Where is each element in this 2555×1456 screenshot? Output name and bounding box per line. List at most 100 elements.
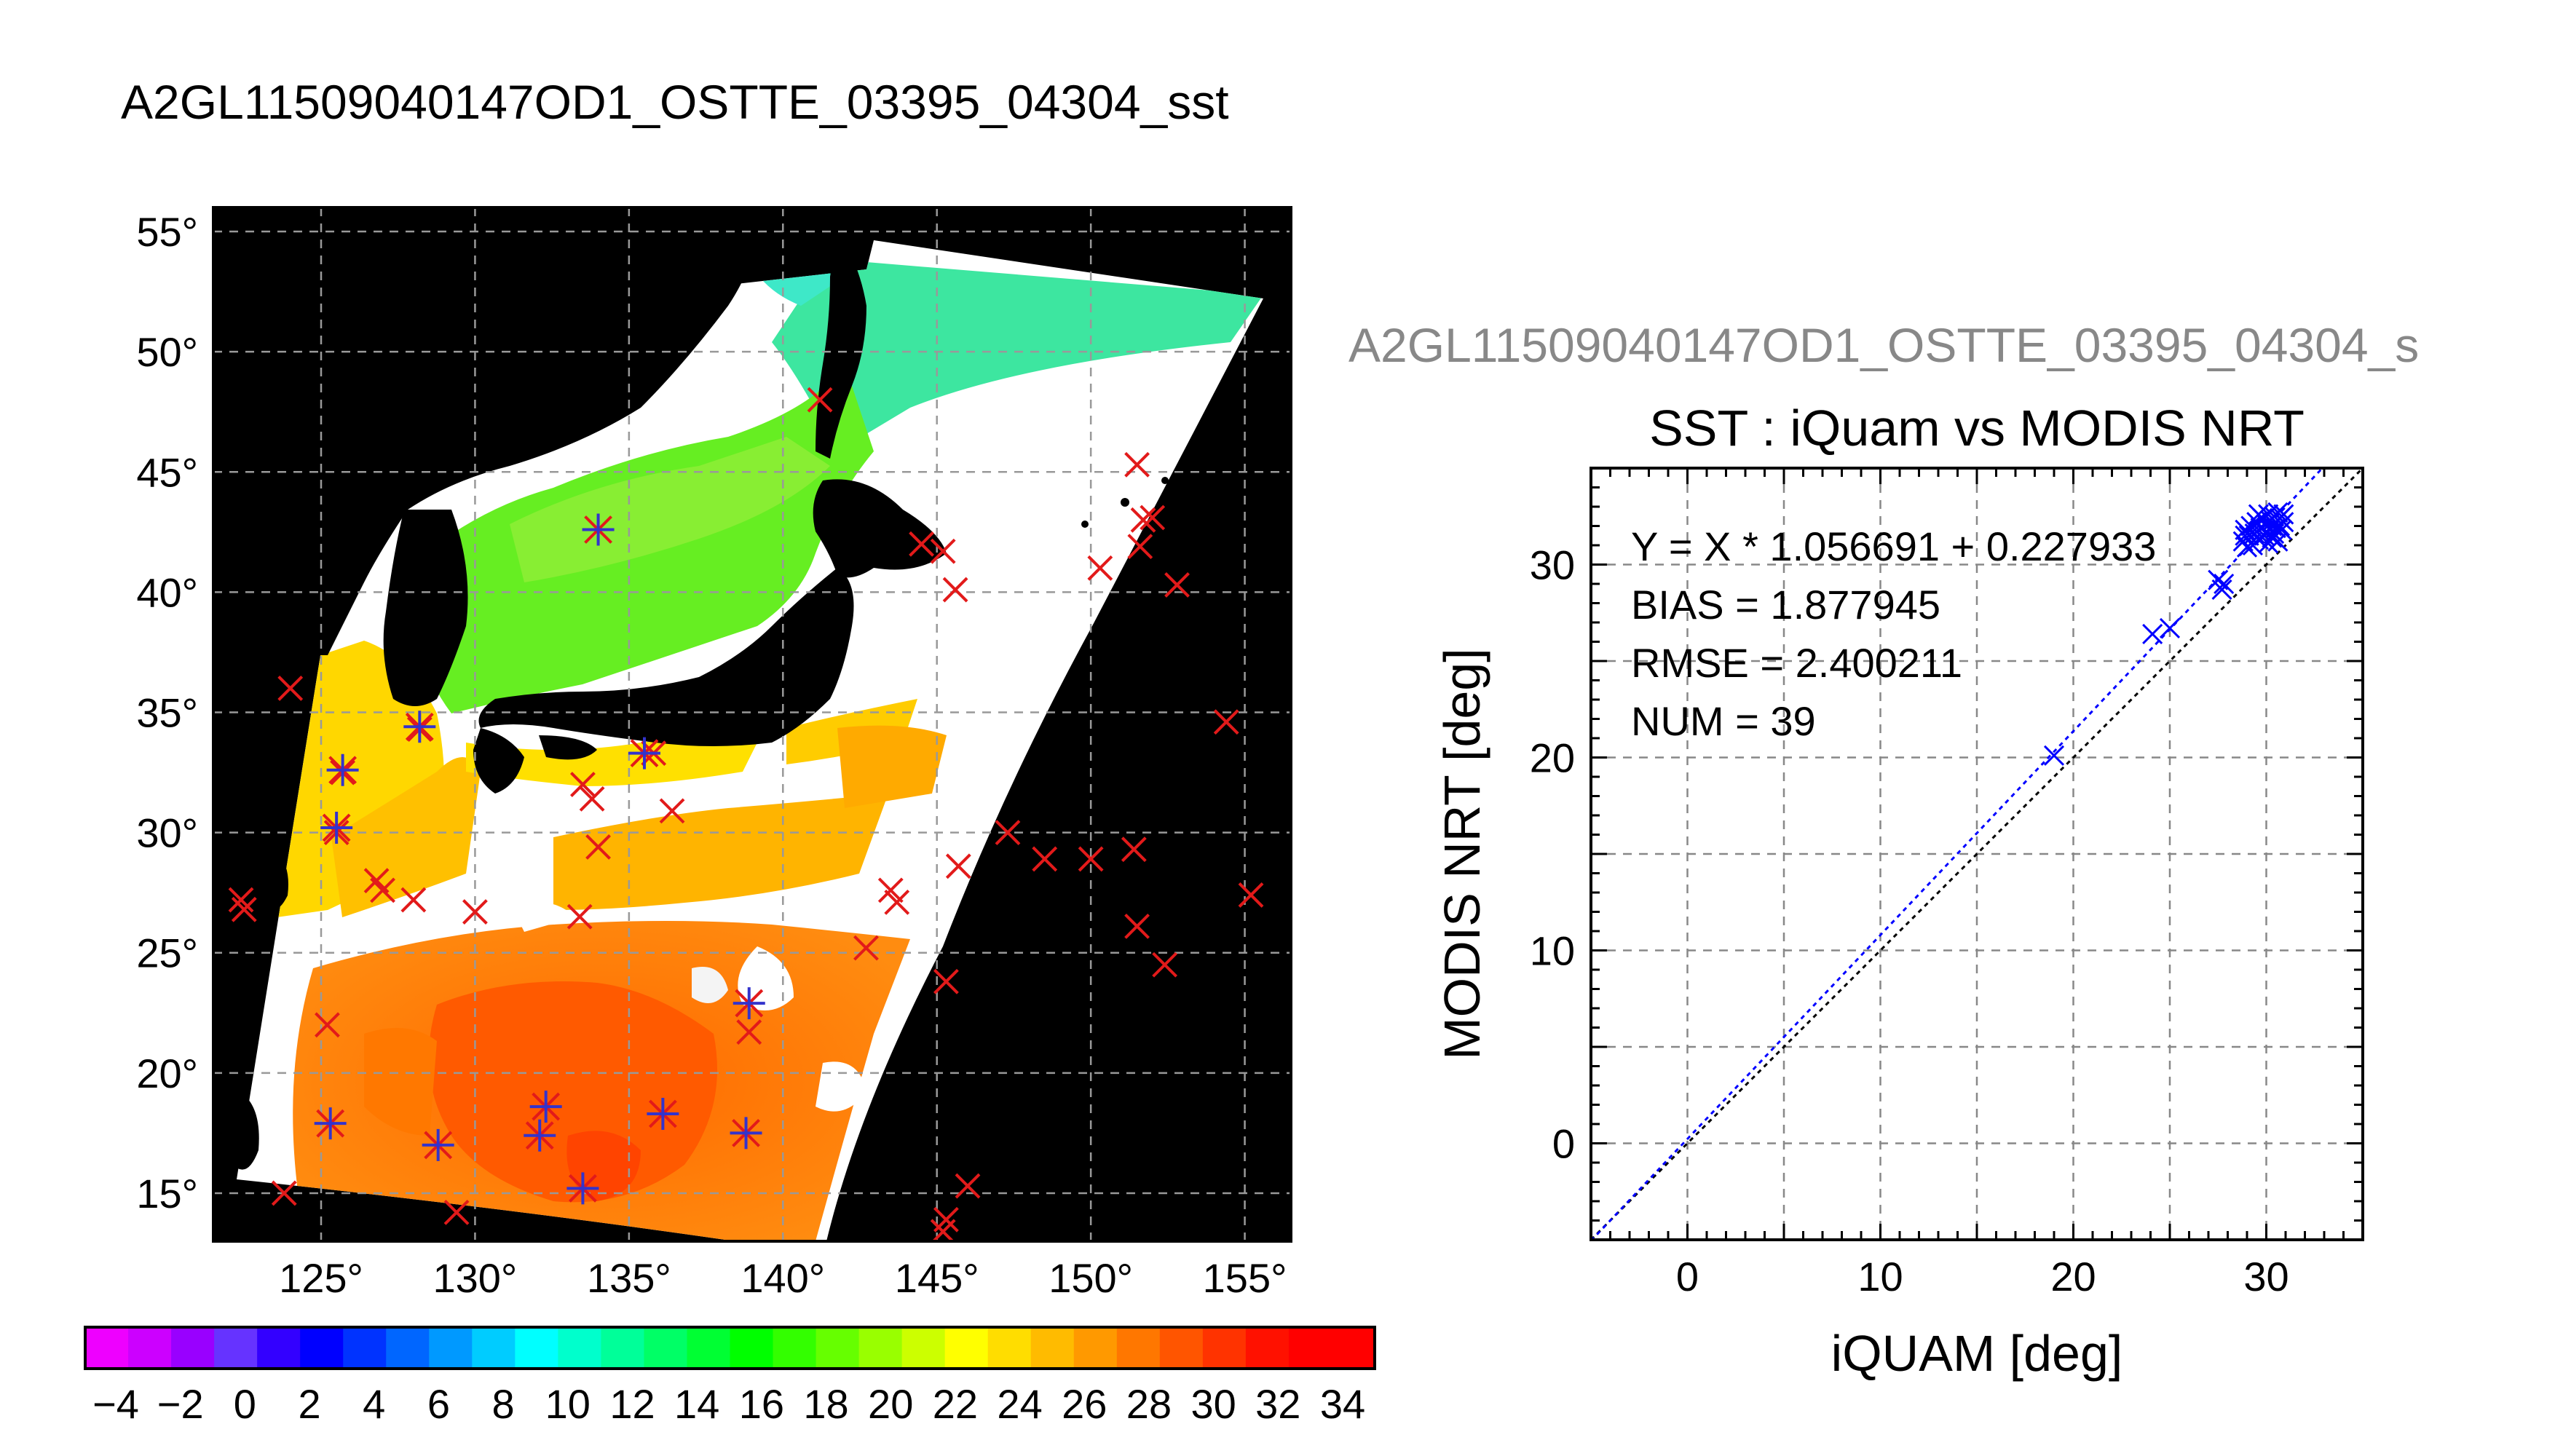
colorbar-swatch <box>386 1327 430 1369</box>
colorbar-tick-label: −4 <box>92 1381 139 1427</box>
colorbar-swatch <box>687 1327 731 1369</box>
matchup-marker <box>566 1172 599 1205</box>
x-tick-label: 30 <box>2243 1254 2289 1299</box>
lon-tick-label: 130° <box>433 1255 518 1301</box>
iquam-marker <box>955 1173 981 1199</box>
y-tick-label: 10 <box>1530 928 1575 974</box>
lat-tick-label: 35° <box>136 689 198 735</box>
colorbar-tick-label: 28 <box>1126 1381 1172 1427</box>
map-tick-labels: 125° 130° 135° 140° 145° 150° 155° 55° 50° 45° 40°… <box>136 209 1287 1301</box>
colorbar-swatch <box>472 1327 516 1369</box>
scatter-points <box>2043 502 2294 766</box>
lon-tick-label: 140° <box>741 1255 825 1301</box>
matchup-marker <box>422 1128 454 1161</box>
colorbar-swatch <box>1116 1327 1161 1369</box>
scatter-title: SST : iQuam vs MODIS NRT <box>1649 400 2305 456</box>
iquam-marker <box>853 935 879 961</box>
iquam-marker <box>909 531 934 557</box>
colorbar-swatch <box>773 1327 817 1369</box>
iquam-marker <box>877 877 904 903</box>
colorbar-swatch <box>1073 1327 1118 1369</box>
colorbar-swatch <box>601 1327 645 1369</box>
colorbar-tick-label: 14 <box>674 1381 719 1427</box>
colorbar-tick-label: 20 <box>868 1381 913 1427</box>
lat-tick-label: 15° <box>136 1171 198 1216</box>
lat-tick-label: 45° <box>136 449 198 495</box>
annotation-fit-equation: Y = X * 1.056691 + 0.227933 <box>1631 523 2156 569</box>
iquam-marker <box>1164 572 1190 598</box>
colorbar-swatch <box>343 1327 387 1369</box>
iquam-marker <box>1140 505 1166 531</box>
matchup-marker <box>647 1097 679 1130</box>
iquam-marker <box>585 834 611 860</box>
scatter-point <box>2214 573 2235 595</box>
iquam-marker <box>807 387 833 413</box>
y-tick-label: 30 <box>1530 542 1575 588</box>
annotation-num: NUM = 39 <box>1631 698 1816 744</box>
scatter-supertitle: A2GL11509040147OD1_OSTTE_03395_04304_s <box>1348 318 2419 372</box>
colorbar-swatch <box>128 1327 172 1369</box>
lon-tick-label: 145° <box>895 1255 979 1301</box>
lon-tick-label: 125° <box>279 1255 363 1301</box>
scatter-annotations: Y = X * 1.056691 + 0.227933 BIAS = 1.877… <box>1631 523 2156 744</box>
scatter-point <box>2273 504 2294 525</box>
map-frame <box>212 206 1292 1243</box>
matchup-marker <box>529 1091 562 1123</box>
iquam-marker <box>1127 534 1153 560</box>
iquam-marker <box>228 887 254 913</box>
iquam-marker <box>443 1199 470 1225</box>
colorbar-tick-label: 16 <box>739 1381 784 1427</box>
map-title: A2GL11509040147OD1_OSTTE_03395_04304_sst <box>121 75 1229 129</box>
y-axis-label: MODIS NRT [deg] <box>1434 648 1490 1059</box>
colorbar-swatch <box>987 1327 1032 1369</box>
iquam-marker <box>370 877 395 903</box>
map-panel <box>213 207 1291 1241</box>
colorbar-swatch <box>85 1327 129 1369</box>
iquam-marker <box>1152 951 1178 978</box>
scatter-tick-marks <box>1590 467 2364 1241</box>
colorbar-tick-label: 6 <box>427 1381 450 1427</box>
x-tick-label: 0 <box>1676 1254 1699 1299</box>
iquam-marker <box>570 772 596 797</box>
colorbar-tick-label: −2 <box>157 1381 204 1427</box>
scatter-point <box>2258 533 2279 554</box>
matchup-marker <box>320 812 353 844</box>
colorbar-tick-label: 10 <box>545 1381 591 1427</box>
colorbar-swatch <box>944 1327 989 1369</box>
colorbar-tick-labels: −4 −2 0 2 4 6 8 10 12 14 16 18 20 22 24 26 28 30 32 34 <box>92 1381 1365 1427</box>
iquam-marker <box>1121 836 1147 863</box>
lat-tick-label: 40° <box>136 569 198 615</box>
matchup-marker <box>582 513 615 546</box>
iquam-marker <box>945 853 971 879</box>
iquam-marker <box>995 820 1021 846</box>
iquam-marker <box>579 786 605 812</box>
scatter-point <box>2142 623 2163 644</box>
colorbar-tick-label: 24 <box>997 1381 1042 1427</box>
scatter-point <box>2273 512 2294 533</box>
colorbar-tick-label: 0 <box>234 1381 256 1427</box>
iquam-marker <box>271 1180 297 1206</box>
colorbar-frame <box>84 1326 1376 1370</box>
matchup-marker <box>326 753 359 786</box>
x-axis-label: iQUAM [deg] <box>1831 1325 2123 1382</box>
scatter-point <box>2248 504 2269 525</box>
x-tick-label: 20 <box>2050 1254 2096 1299</box>
matchup-marker <box>628 737 660 769</box>
y-tick-label: 20 <box>1530 735 1575 781</box>
matchup-markers <box>314 513 765 1205</box>
x-tick-label: 10 <box>1857 1254 1903 1299</box>
iquam-marker <box>1213 709 1239 735</box>
colorbar-tick-label: 4 <box>363 1381 385 1427</box>
lat-tick-label: 20° <box>136 1051 198 1096</box>
iquam-marker <box>277 676 304 701</box>
iquam-marker <box>884 889 910 915</box>
iquam-marker <box>231 896 257 922</box>
colorbar-swatch <box>1202 1327 1247 1369</box>
colorbar-tick-label: 34 <box>1320 1381 1365 1427</box>
colorbar-swatch <box>1331 1327 1375 1369</box>
lon-tick-label: 150° <box>1049 1255 1133 1301</box>
y-tick-label: 0 <box>1552 1121 1575 1167</box>
lat-tick-label: 55° <box>136 209 198 255</box>
colorbar-swatch <box>558 1327 601 1369</box>
